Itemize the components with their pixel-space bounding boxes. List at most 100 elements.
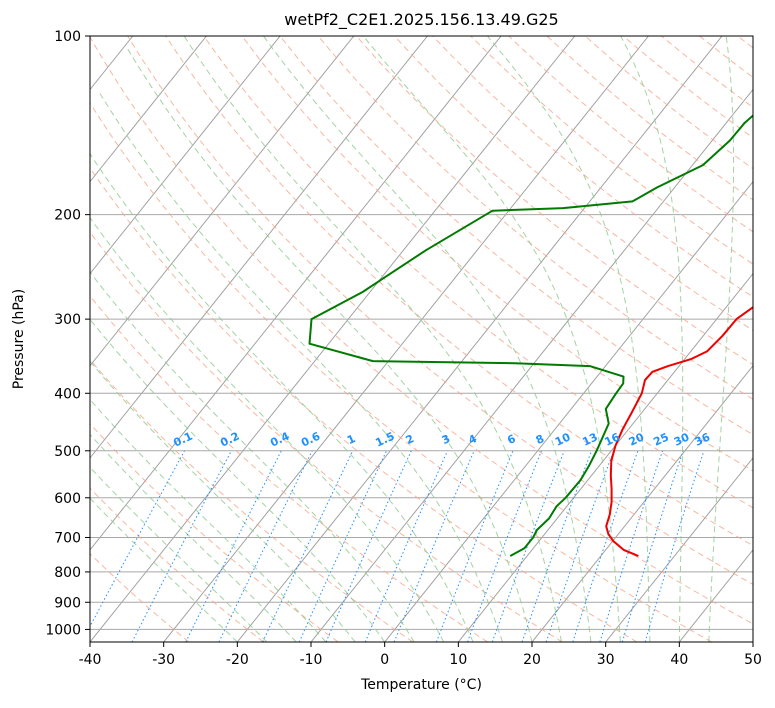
mixing-ratio-label: 0.4 [268,429,291,449]
y-axis-label: Pressure (hPa) [11,288,27,390]
mixing-ratio-line [393,450,475,642]
moist-adiabat-line [362,36,621,642]
isotherm-line [90,36,576,642]
background-lines [0,36,753,642]
dry-adiabat-line [356,36,753,366]
isotherm-line [384,180,753,642]
y-tick-label: 900 [54,595,81,611]
x-tick-label: 10 [449,652,467,668]
y-tick-label: 500 [54,444,81,460]
moist-adiabat-line [90,466,268,642]
dry-adiabat-line [90,422,339,642]
temperature-profile-line [605,305,753,557]
x-tick-label: -10 [300,652,323,668]
dry-adiabat-line [90,167,638,642]
mixing-ratio-label: 16 [603,430,623,448]
line-labels: 0.10.20.40.611.52346810131620253036-100-… [171,429,713,450]
x-tick-label: -40 [79,652,102,668]
y-tick-label: 400 [54,386,81,402]
moist-adiabat-line [487,36,651,642]
y-tick-label: 200 [54,208,81,224]
moist-adiabat-line [90,360,356,642]
mixing-ratio-label: 2 [404,432,416,447]
dry-adiabat-line [90,358,414,642]
moist-adiabat-line [183,36,562,642]
moist-adiabat-line [90,497,238,642]
axis-ticks: -40 -30 -20 -10 0 10 20 30 40 5010020030040050060… [45,29,762,668]
x-axis-label: Temperature (°C) [361,677,482,693]
moist-adiabat-line [620,36,684,642]
isotherm-line [752,641,753,642]
moist-adiabat-line [708,36,735,642]
mixing-ratio-line [90,450,185,628]
mixing-ratio-line [262,450,354,642]
mixing-ratio-label: 20 [627,430,647,448]
moist-adiabat-line [99,93,503,642]
mixing-ratio-label: 25 [651,430,670,448]
mixing-ratio-line [185,450,282,642]
moist-adiabat-line [127,48,533,642]
x-tick-label: -30 [152,652,175,668]
y-tick-label: 800 [54,565,81,581]
y-tick-label: 300 [54,312,81,328]
mixing-ratio-label: 8 [534,432,546,447]
mixing-ratio-line [218,450,313,642]
x-tick-label: -20 [226,652,249,668]
dry-adiabat-line [165,36,753,547]
dewpoint-profile-line [308,114,753,557]
dry-adiabat-line [90,36,753,625]
dry-adiabat-line [470,36,753,265]
series-layer [308,114,753,557]
mixing-ratio-line [599,450,664,642]
y-tick-label: 1000 [45,622,81,638]
chart-title: wetPf2_C2E1.2025.156.13.49.G25 [284,10,559,29]
moist-adiabat-line [262,36,592,642]
mixing-ratio-label: 30 [672,430,692,448]
mixing-ratio-line [435,450,514,642]
mixing-ratio-label: 36 [693,430,713,448]
dry-adiabat-line [90,553,190,642]
dry-adiabat-line [90,231,563,642]
mixing-ratio-line [644,450,705,642]
isotherm-line [0,36,59,642]
mixing-ratio-line [572,450,639,642]
moist-adiabat-line [90,152,474,642]
dry-adiabat-line [90,102,712,642]
moist-adiabat-line [90,318,386,642]
y-tick-label: 100 [54,29,81,45]
isotherm-line [163,36,649,642]
isotherm-line [605,457,753,642]
isotherm-line [90,36,428,459]
dry-adiabat-line [90,295,488,642]
mixing-ratio-line [491,450,565,642]
isotherm-line [310,88,753,642]
dry-adiabat-line [394,36,753,332]
isotherm-line [236,36,723,642]
mixing-ratio-line [621,450,684,642]
plot-frame [89,35,754,643]
isotherm-line [457,272,753,642]
mixing-ratio-label: 1 [345,432,357,447]
dry-adiabat-line [317,36,753,400]
moist-adiabat-line [90,271,415,642]
x-tick-label: 0 [380,652,389,668]
mixing-ratio-label: 0.2 [218,430,241,450]
isotherm-line [90,36,355,367]
mixing-ratio-line [521,450,593,642]
mixing-ratio-line [325,450,412,642]
mixing-ratio-label: 6 [505,432,518,447]
x-tick-label: 50 [744,652,762,668]
dry-adiabat-line [90,487,264,642]
mixing-ratio-line [131,450,232,642]
mixing-ratio-label: 13 [580,431,599,449]
mixing-ratio-label: 10 [553,430,573,448]
dry-adiabat-line [737,36,753,49]
moist-adiabat-line [90,216,445,642]
mixing-ratio-line [298,450,387,642]
dry-adiabat-line [508,36,753,233]
y-tick-label: 600 [54,491,81,507]
mixing-ratio-line [467,450,542,642]
mixing-ratio-line [364,450,448,642]
moist-adiabat-line [90,398,327,642]
